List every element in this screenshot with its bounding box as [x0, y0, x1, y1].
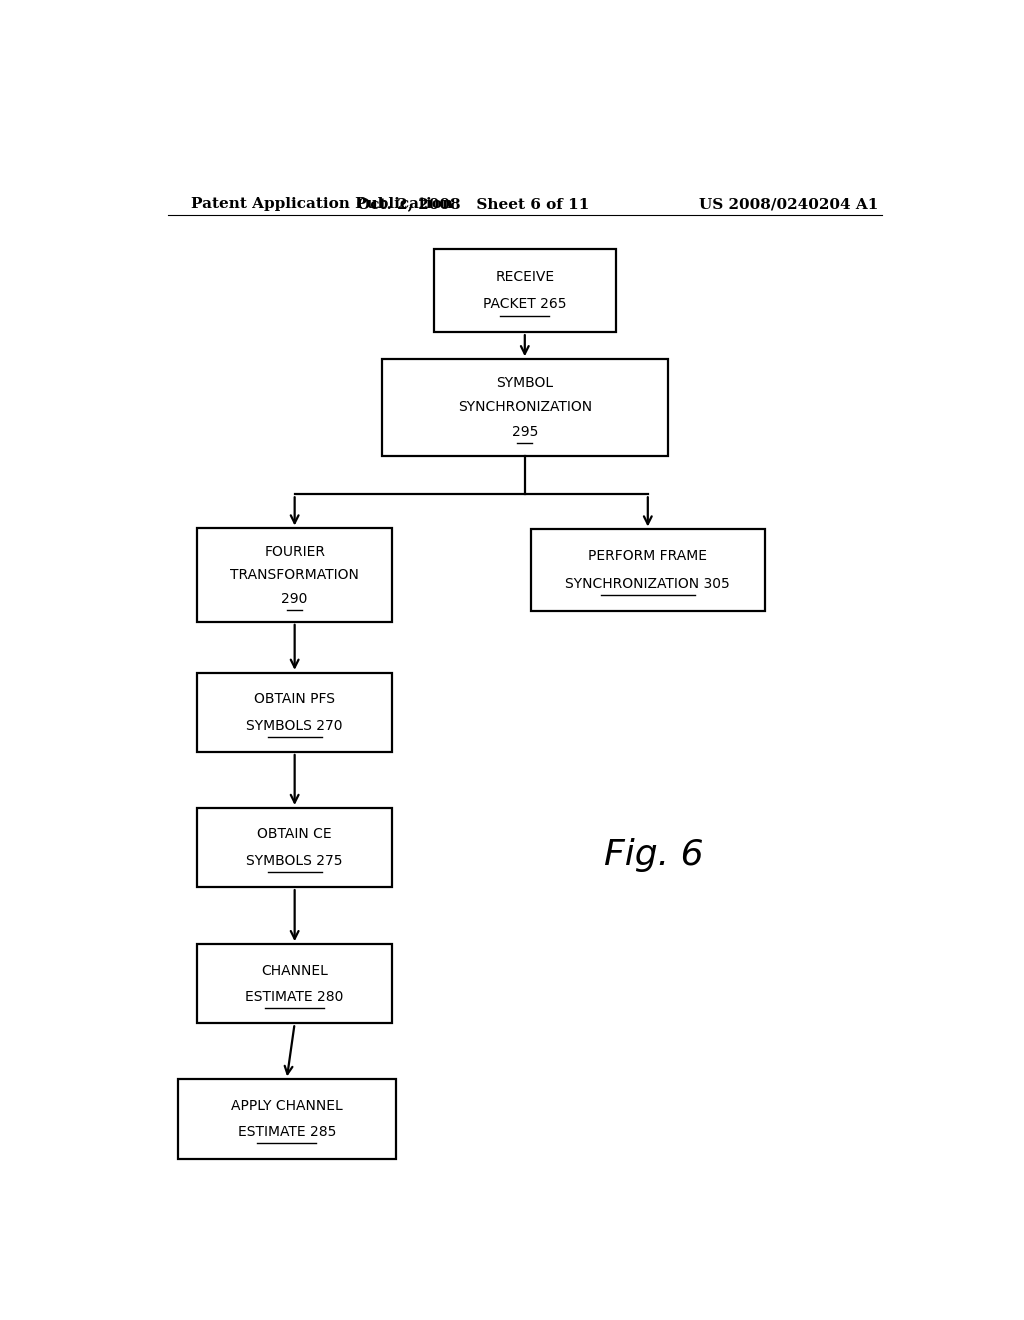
- Text: US 2008/0240204 A1: US 2008/0240204 A1: [698, 197, 878, 211]
- Bar: [198, 808, 392, 887]
- Text: Fig. 6: Fig. 6: [604, 838, 703, 871]
- Text: 295: 295: [512, 425, 538, 438]
- Bar: [198, 944, 392, 1023]
- Text: APPLY CHANNEL: APPLY CHANNEL: [230, 1098, 343, 1113]
- Text: SYNCHRONIZATION 305: SYNCHRONIZATION 305: [565, 577, 730, 590]
- Text: Oct. 2, 2008   Sheet 6 of 11: Oct. 2, 2008 Sheet 6 of 11: [357, 197, 590, 211]
- Text: TRANSFORMATION: TRANSFORMATION: [230, 568, 359, 582]
- Text: PACKET 265: PACKET 265: [483, 297, 566, 312]
- Text: OBTAIN CE: OBTAIN CE: [257, 828, 332, 841]
- Text: PERFORM FRAME: PERFORM FRAME: [589, 549, 708, 564]
- Bar: [198, 673, 392, 752]
- Text: Patent Application Publication: Patent Application Publication: [191, 197, 454, 211]
- Text: CHANNEL: CHANNEL: [261, 964, 328, 978]
- Bar: [198, 528, 392, 622]
- Bar: [530, 529, 765, 611]
- Text: SYNCHRONIZATION: SYNCHRONIZATION: [458, 400, 592, 414]
- Text: FOURIER: FOURIER: [264, 545, 326, 558]
- Bar: [382, 359, 668, 455]
- Text: SYMBOLS 275: SYMBOLS 275: [247, 854, 343, 867]
- Text: ESTIMATE 285: ESTIMATE 285: [238, 1125, 336, 1139]
- Text: ESTIMATE 280: ESTIMATE 280: [246, 990, 344, 1005]
- Bar: [177, 1080, 396, 1159]
- Text: SYMBOLS 270: SYMBOLS 270: [247, 718, 343, 733]
- Text: RECEIVE: RECEIVE: [496, 269, 554, 284]
- Text: OBTAIN PFS: OBTAIN PFS: [254, 692, 335, 706]
- Text: SYMBOL: SYMBOL: [497, 376, 553, 391]
- Bar: [433, 249, 616, 333]
- Text: 290: 290: [282, 591, 308, 606]
